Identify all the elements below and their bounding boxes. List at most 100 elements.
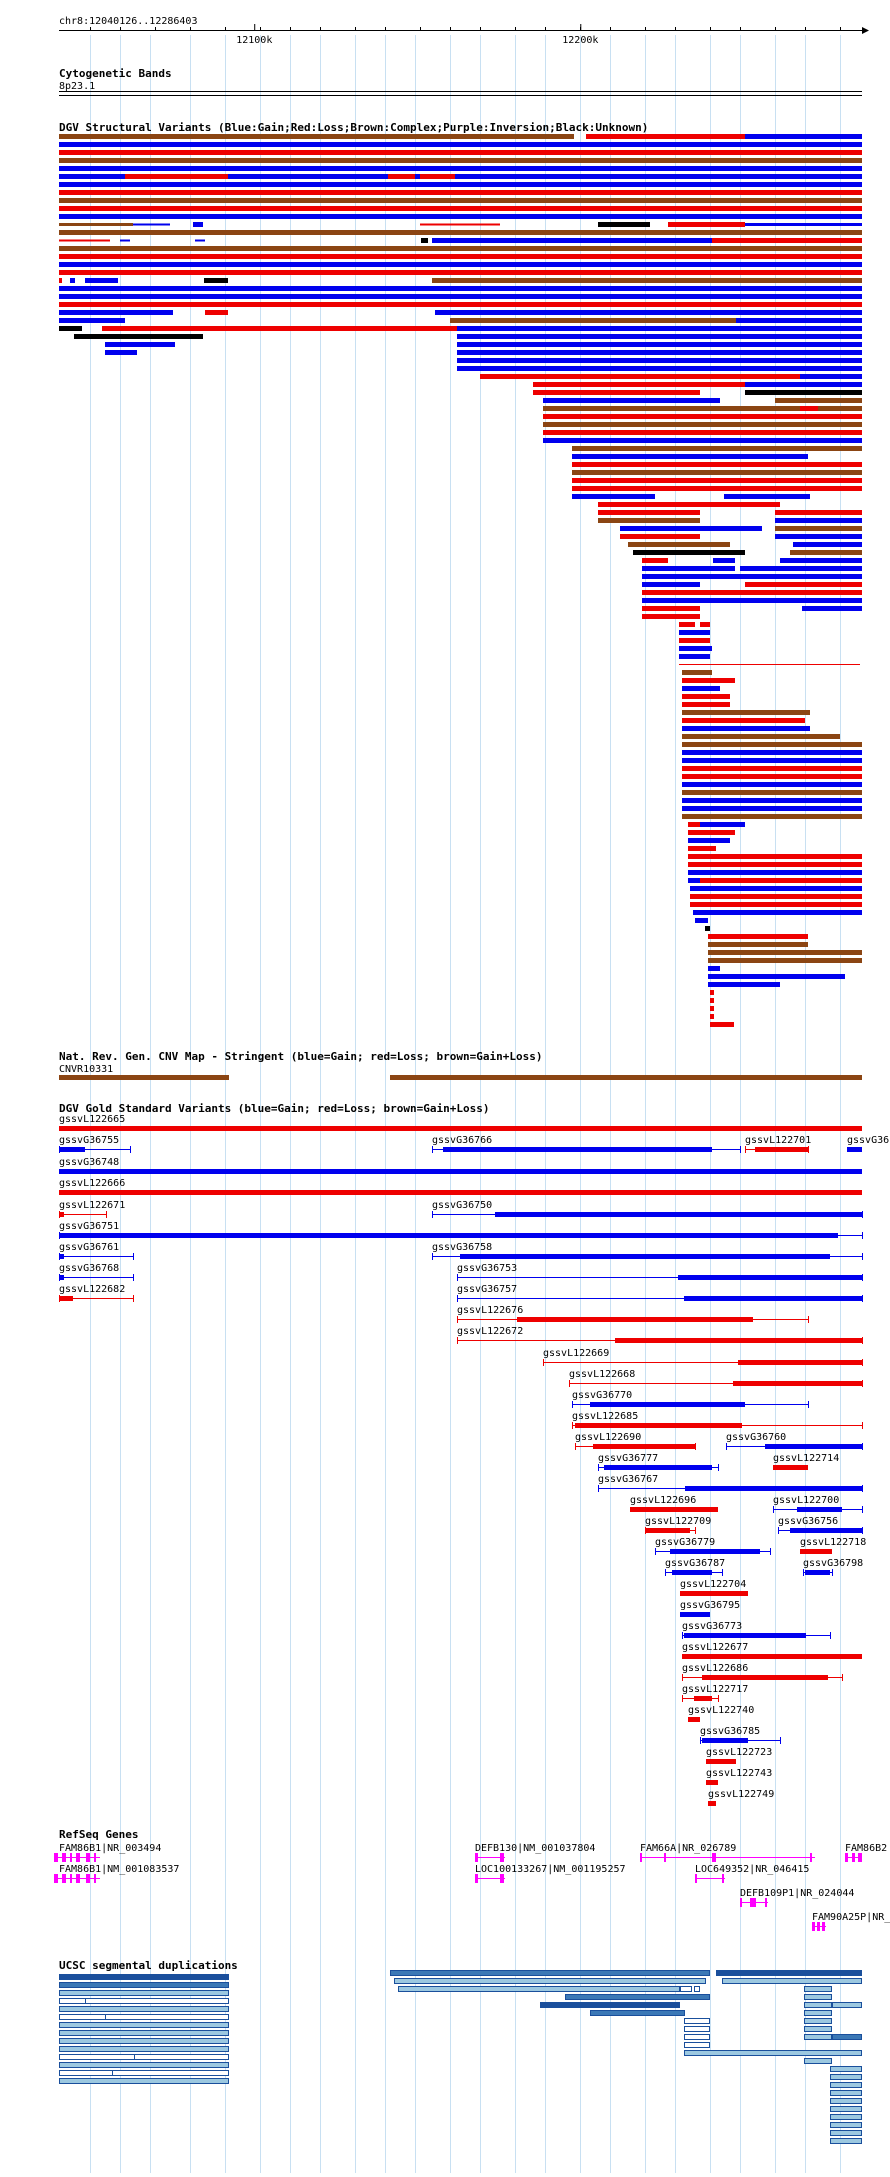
- gold-variant-label[interactable]: gssvG36757: [457, 1284, 517, 1295]
- gold-variant-bar[interactable]: [593, 1444, 695, 1449]
- segdup-block[interactable]: [390, 1970, 710, 1976]
- gold-variant-label[interactable]: gssvG36768: [59, 1263, 119, 1274]
- gold-variant-line[interactable]: [59, 1149, 130, 1150]
- dgv-variant-bar[interactable]: [682, 678, 735, 683]
- refseq-exon[interactable]: [664, 1853, 666, 1862]
- dgv-variant-bar[interactable]: [543, 438, 862, 443]
- refseq-exon[interactable]: [750, 1898, 756, 1907]
- gold-variant-label[interactable]: gssvG36753: [457, 1263, 517, 1274]
- refseq-gene-label[interactable]: DEFB130|NM_001037804: [475, 1843, 595, 1854]
- dgv-variant-bar[interactable]: [690, 902, 862, 907]
- dgv-variant-bar[interactable]: [708, 974, 845, 979]
- segdup-block[interactable]: [830, 2138, 862, 2144]
- dgv-variant-bar[interactable]: [682, 782, 862, 787]
- dgv-variant-bar[interactable]: [679, 630, 710, 635]
- segdup-block[interactable]: [830, 2098, 862, 2104]
- dgv-variant-bar[interactable]: [682, 670, 712, 675]
- gold-variant-label[interactable]: gssvL122682: [59, 1284, 125, 1295]
- refseq-gene-label[interactable]: DEFB109P1|NR_024044: [740, 1888, 854, 1899]
- gold-variant-bar[interactable]: [59, 1275, 64, 1280]
- dgv-variant-bar[interactable]: [695, 918, 708, 923]
- segdup-block[interactable]: [59, 2070, 113, 2076]
- dgv-variant-bar[interactable]: [710, 1014, 714, 1019]
- gold-variant-label[interactable]: gssvL122671: [59, 1200, 125, 1211]
- dgv-variant-bar[interactable]: [59, 278, 62, 283]
- gold-variant-label[interactable]: gssvL122686: [682, 1663, 748, 1674]
- refseq-exon[interactable]: [94, 1874, 96, 1883]
- gold-variant-label[interactable]: gssvL122685: [572, 1411, 638, 1422]
- gold-variant-bar[interactable]: [684, 1633, 806, 1638]
- dgv-variant-bar[interactable]: [572, 454, 808, 459]
- segdup-block[interactable]: [830, 2114, 862, 2120]
- segdup-block[interactable]: [540, 2002, 680, 2008]
- segdup-block[interactable]: [804, 2058, 832, 2064]
- refseq-exon[interactable]: [640, 1853, 642, 1862]
- dgv-variant-bar[interactable]: [59, 230, 862, 235]
- gold-variant-label[interactable]: gssvG36773: [682, 1621, 742, 1632]
- dgv-variant-bar[interactable]: [572, 446, 862, 451]
- dgv-variant-bar[interactable]: [775, 470, 862, 475]
- dgv-variant-bar[interactable]: [59, 286, 862, 291]
- dgv-variant-bar[interactable]: [700, 830, 735, 835]
- gold-variant-line[interactable]: [543, 1362, 862, 1363]
- gold-variant-bar[interactable]: [805, 1570, 830, 1575]
- dgv-variant-bar[interactable]: [708, 950, 862, 955]
- dgv-variant-bar[interactable]: [668, 222, 700, 227]
- segdup-block[interactable]: [680, 1986, 692, 1992]
- dgv-variant-bar[interactable]: [59, 302, 862, 307]
- refseq-exon[interactable]: [62, 1874, 66, 1883]
- dgv-variant-bar[interactable]: [775, 526, 862, 531]
- dgv-variant-bar[interactable]: [59, 198, 862, 203]
- gold-variant-label[interactable]: gssvL122668: [569, 1369, 635, 1380]
- dgv-variant-bar[interactable]: [432, 238, 862, 243]
- dgv-variant-bar[interactable]: [543, 414, 862, 419]
- dgv-variant-bar[interactable]: [59, 239, 110, 242]
- refseq-exon[interactable]: [500, 1874, 504, 1883]
- refseq-gene-label[interactable]: LOC100133267|NM_001195257: [475, 1864, 626, 1875]
- dgv-variant-bar[interactable]: [688, 822, 700, 827]
- segdup-block[interactable]: [684, 2050, 862, 2056]
- gold-variant-label[interactable]: gssvL122714: [773, 1453, 839, 1464]
- dgv-variant-bar[interactable]: [682, 702, 730, 707]
- nrg-feature-2[interactable]: [390, 1075, 862, 1080]
- gold-variant-bar[interactable]: [517, 1317, 753, 1322]
- dgv-variant-bar[interactable]: [457, 342, 862, 347]
- gold-variant-bar[interactable]: [59, 1169, 862, 1174]
- dgv-variant-bar[interactable]: [125, 174, 228, 179]
- dgv-variant-bar[interactable]: [59, 326, 82, 331]
- dgv-variant-bar[interactable]: [679, 664, 860, 665]
- refseq-exon[interactable]: [765, 1898, 767, 1907]
- gold-variant-bar[interactable]: [59, 1254, 64, 1259]
- gold-variant-bar[interactable]: [694, 1696, 712, 1701]
- dgv-variant-bar[interactable]: [688, 830, 700, 835]
- gold-variant-bar[interactable]: [738, 1360, 862, 1365]
- dgv-variant-bar[interactable]: [775, 510, 862, 515]
- dgv-variant-bar[interactable]: [705, 926, 710, 931]
- dgv-variant-bar[interactable]: [457, 326, 862, 331]
- refseq-exon[interactable]: [62, 1853, 66, 1862]
- segdup-block[interactable]: [830, 2130, 862, 2136]
- dgv-variant-bar[interactable]: [620, 526, 762, 531]
- dgv-variant-bar[interactable]: [59, 254, 862, 259]
- segdup-block[interactable]: [830, 2090, 862, 2096]
- dgv-variant-bar[interactable]: [598, 502, 780, 507]
- refseq-gene-label[interactable]: FAM66A|NR_026789: [640, 1843, 736, 1854]
- gold-variant-bar[interactable]: [682, 1654, 862, 1659]
- segdup-block[interactable]: [565, 1994, 710, 2000]
- gold-variant-label[interactable]: gssvL122701: [745, 1135, 811, 1146]
- gold-variant-bar[interactable]: [460, 1254, 830, 1259]
- dgv-variant-bar[interactable]: [682, 710, 810, 715]
- dgv-variant-bar[interactable]: [59, 294, 862, 299]
- segdup-block[interactable]: [804, 2010, 832, 2016]
- refseq-gene-label[interactable]: FAM86B1|NR_003494: [59, 1843, 161, 1854]
- refseq-exon[interactable]: [94, 1853, 96, 1862]
- dgv-variant-bar[interactable]: [457, 350, 862, 355]
- dgv-variant-bar[interactable]: [745, 390, 862, 395]
- dgv-variant-bar[interactable]: [205, 310, 228, 315]
- dgv-variant-bar[interactable]: [195, 239, 205, 242]
- segdup-block[interactable]: [59, 2014, 106, 2020]
- segdup-block[interactable]: [830, 2082, 862, 2088]
- dgv-variant-bar[interactable]: [420, 223, 500, 226]
- dgv-variant-bar[interactable]: [59, 182, 862, 187]
- dgv-variant-bar[interactable]: [543, 406, 862, 411]
